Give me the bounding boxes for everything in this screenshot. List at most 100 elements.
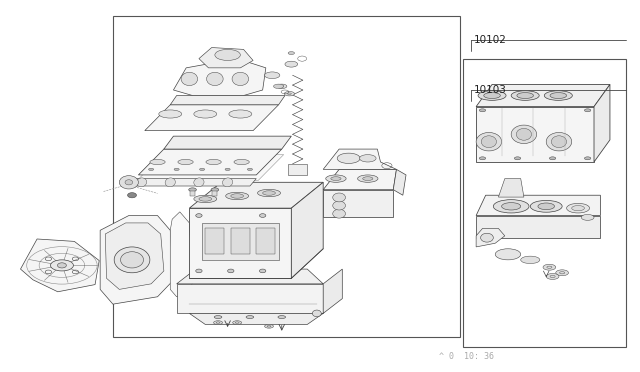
Ellipse shape [333,201,346,210]
Ellipse shape [207,72,223,86]
Ellipse shape [189,188,196,192]
Bar [256,228,275,254]
Ellipse shape [150,160,165,164]
Ellipse shape [495,249,521,260]
Ellipse shape [538,203,554,210]
Bar [288,164,307,175]
Ellipse shape [288,52,294,55]
Ellipse shape [502,203,521,210]
Ellipse shape [114,247,150,273]
Ellipse shape [233,321,242,324]
Polygon shape [189,182,323,208]
Ellipse shape [159,110,182,118]
Ellipse shape [276,84,287,89]
Ellipse shape [119,176,138,189]
Polygon shape [594,84,610,162]
Ellipse shape [178,160,193,164]
Polygon shape [323,149,396,169]
Ellipse shape [174,168,179,170]
Polygon shape [100,215,173,304]
Ellipse shape [211,188,219,192]
Ellipse shape [516,128,532,140]
Ellipse shape [531,201,562,212]
Ellipse shape [214,321,223,324]
Ellipse shape [546,273,559,279]
Ellipse shape [333,193,346,202]
Ellipse shape [136,178,147,187]
Ellipse shape [363,177,373,180]
Ellipse shape [247,168,252,170]
Ellipse shape [226,192,248,200]
Ellipse shape [223,178,233,187]
Ellipse shape [549,157,556,160]
Ellipse shape [581,214,594,220]
Polygon shape [189,313,323,324]
Ellipse shape [257,189,280,197]
Ellipse shape [196,214,202,217]
Polygon shape [177,284,323,313]
Ellipse shape [278,315,285,318]
Ellipse shape [264,72,280,78]
Ellipse shape [58,263,67,268]
Ellipse shape [215,49,241,61]
Ellipse shape [521,256,540,263]
Ellipse shape [165,178,175,187]
Polygon shape [173,59,266,96]
Polygon shape [476,107,594,162]
Ellipse shape [479,157,486,160]
Ellipse shape [333,209,346,218]
Polygon shape [291,182,323,278]
Ellipse shape [51,260,74,271]
Ellipse shape [511,91,540,100]
Polygon shape [476,84,610,107]
Ellipse shape [511,125,537,144]
Ellipse shape [493,200,529,213]
Ellipse shape [127,193,136,198]
Ellipse shape [259,269,266,273]
Polygon shape [499,179,524,197]
Ellipse shape [214,315,222,318]
Ellipse shape [546,132,572,151]
Polygon shape [476,215,600,238]
Ellipse shape [194,110,217,118]
Ellipse shape [225,168,230,170]
Polygon shape [323,269,342,313]
Ellipse shape [229,110,252,118]
Bar [190,191,195,196]
Ellipse shape [199,197,212,201]
Polygon shape [476,228,505,247]
Ellipse shape [326,175,346,182]
Polygon shape [145,105,278,131]
Bar [231,228,250,254]
Bar [205,228,225,254]
Ellipse shape [228,269,234,273]
Polygon shape [170,96,285,105]
Ellipse shape [550,93,566,99]
Ellipse shape [566,203,589,213]
Ellipse shape [337,153,360,163]
Ellipse shape [262,191,275,195]
Ellipse shape [544,91,572,100]
Ellipse shape [584,109,591,112]
Polygon shape [105,223,164,289]
Polygon shape [138,149,282,175]
Ellipse shape [481,233,493,242]
Polygon shape [323,190,394,217]
Ellipse shape [120,252,143,268]
Bar [463,59,626,347]
Polygon shape [137,155,284,180]
Ellipse shape [360,155,376,162]
Polygon shape [394,169,406,195]
Ellipse shape [479,109,486,112]
Polygon shape [189,208,291,278]
Polygon shape [177,269,323,284]
Ellipse shape [196,269,202,273]
Ellipse shape [181,72,198,86]
Polygon shape [199,48,253,68]
Ellipse shape [284,92,294,96]
Ellipse shape [246,315,253,318]
Ellipse shape [551,136,566,148]
Ellipse shape [478,91,506,100]
Bar [212,191,218,196]
Ellipse shape [200,168,205,170]
